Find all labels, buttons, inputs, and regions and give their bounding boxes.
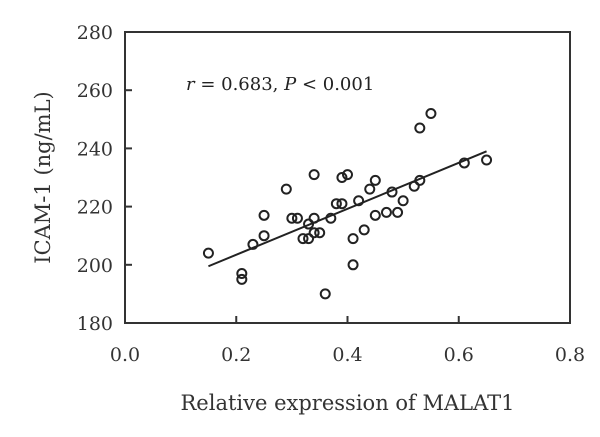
annotation-p-symbol: P (283, 74, 297, 95)
correlation-annotation: r = 0.683, P < 0.001 (186, 74, 374, 95)
x-tick-label: 0.0 (110, 344, 140, 366)
data-point (414, 174, 426, 186)
data-point (297, 233, 309, 245)
data-point (280, 183, 292, 195)
data-point (308, 227, 320, 239)
data-point (397, 195, 409, 207)
y-axis-title: ICAM-1 (ng/mL) (31, 91, 55, 263)
data-point (458, 157, 470, 169)
data-point (303, 218, 315, 230)
y-tick-label: 280 (77, 22, 113, 44)
data-point (386, 186, 398, 198)
data-point (291, 212, 303, 224)
annotation-p-value: < 0.001 (296, 74, 374, 95)
data-point (247, 238, 259, 250)
data-point (336, 172, 348, 183)
data-point (236, 268, 248, 280)
y-tick-label: 180 (77, 313, 113, 335)
data-point (202, 247, 214, 259)
ticks-layer: 180 200 220 240 260 280 0.0 0.2 0.4 0.6 0.8 (77, 22, 585, 366)
x-tick-label: 0.8 (555, 344, 585, 366)
data-point (425, 107, 437, 119)
data-point (414, 122, 426, 134)
data-point (330, 198, 342, 210)
annotation-r-symbol: r (186, 74, 196, 95)
points-layer (202, 107, 493, 300)
data-point (314, 227, 326, 239)
data-point (347, 259, 359, 271)
x-tick-label: 0.2 (221, 344, 251, 366)
data-point (308, 169, 320, 181)
data-point (364, 183, 376, 195)
data-point (336, 198, 348, 210)
data-point (358, 224, 370, 236)
x-axis-title: Relative expression of MALAT1 (181, 391, 515, 415)
y-tick-label: 200 (77, 255, 113, 277)
data-point (369, 174, 381, 186)
data-point (481, 154, 493, 166)
data-point (347, 233, 359, 245)
data-point (236, 273, 248, 285)
data-point (380, 206, 392, 218)
data-point (353, 195, 365, 207)
data-point (286, 212, 298, 224)
data-point (303, 233, 315, 245)
data-point (392, 206, 404, 218)
data-point (408, 180, 420, 192)
annotation-r-value: = 0.683, (195, 74, 285, 95)
y-tick-label: 240 (77, 138, 113, 160)
y-tick-label: 260 (77, 80, 113, 102)
data-point (369, 209, 381, 221)
x-tick-label: 0.6 (444, 344, 474, 366)
trendline (208, 150, 487, 268)
data-point (342, 169, 353, 181)
trendline-layer (208, 150, 487, 268)
y-tick-label: 220 (77, 197, 113, 219)
data-point (308, 212, 320, 224)
data-point (258, 209, 270, 221)
data-point (325, 212, 337, 224)
data-point (319, 288, 331, 300)
data-point (258, 230, 270, 242)
x-tick-label: 0.4 (332, 344, 362, 366)
